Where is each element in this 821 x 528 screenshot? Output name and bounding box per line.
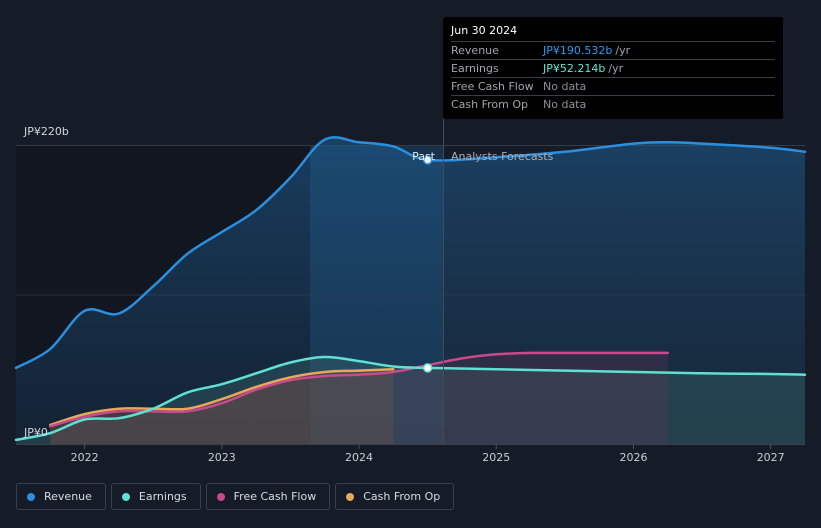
x-tick-label-2023: 2023	[208, 451, 236, 464]
legend-item-cash-from-op[interactable]: Cash From Op	[335, 483, 455, 510]
forecast-label: Analysts Forecasts	[451, 150, 554, 163]
legend-label: Free Cash Flow	[233, 490, 317, 503]
tooltip-value: JP¥52.214b	[543, 62, 606, 75]
chart-legend: Revenue Earnings Free Cash Flow Cash Fro…	[16, 483, 455, 510]
marker-revenue	[422, 155, 433, 165]
tooltip-label: Free Cash Flow	[451, 80, 534, 93]
area-revenue	[16, 137, 805, 445]
line-revenue	[14, 136, 807, 370]
legend-item-earnings[interactable]: Earnings	[110, 483, 201, 510]
marker-earnings	[422, 363, 433, 373]
legend-dot-icon	[121, 492, 130, 501]
tooltip-row-cash-from-op: Cash From Op No data	[451, 96, 775, 113]
x-tick-label-2026: 2026	[619, 451, 647, 464]
area-earnings	[16, 356, 805, 444]
tooltip-value: No data	[543, 98, 587, 111]
legend-dot-icon	[27, 492, 35, 501]
tooltip-row-revenue: Revenue JP¥190.532b /yr	[451, 42, 775, 60]
tooltip-label: Earnings	[451, 62, 499, 75]
chart-tooltip: Jun 30 2024 Revenue JP¥190.532b /yr Earn…	[443, 17, 783, 119]
tooltip-row-free-cash-flow: Free Cash Flow No data	[451, 78, 775, 96]
y-axis-max-label: JP¥220b	[23, 125, 69, 138]
area-cash-from-op	[50, 369, 394, 444]
y-axis-min-label: JP¥0	[23, 426, 48, 439]
line-cash-from-op	[49, 368, 395, 427]
x-tick-label-2027: 2027	[757, 451, 785, 464]
x-tick-label-2022: 2022	[71, 451, 99, 464]
legend-label: Earnings	[138, 490, 187, 503]
legend-label: Revenue	[44, 490, 92, 503]
legend-item-free-cash-flow[interactable]: Free Cash Flow	[205, 483, 331, 510]
x-tick-label-2025: 2025	[482, 451, 510, 464]
x-tick-label-2024: 2024	[345, 451, 373, 464]
tooltip-unit: /yr	[608, 62, 624, 75]
tooltip-label: Cash From Op	[451, 98, 529, 111]
legend-label: Cash From Op	[363, 490, 441, 503]
legend-item-revenue[interactable]: Revenue	[16, 483, 106, 510]
line-earnings	[14, 355, 807, 442]
line-free-cash-flow	[49, 351, 670, 428]
past-label: Past	[412, 150, 436, 163]
legend-dot-icon	[346, 492, 355, 501]
area-free-cash-flow	[50, 352, 668, 444]
tooltip-value: JP¥190.532b	[543, 44, 613, 57]
tooltip-date: Jun 30 2024	[451, 23, 775, 42]
tooltip-row-earnings: Earnings JP¥52.214b /yr	[451, 60, 775, 78]
tooltip-unit: /yr	[615, 44, 631, 57]
tooltip-value: No data	[543, 80, 587, 93]
legend-dot-icon	[216, 492, 225, 501]
tooltip-label: Revenue	[451, 44, 499, 57]
